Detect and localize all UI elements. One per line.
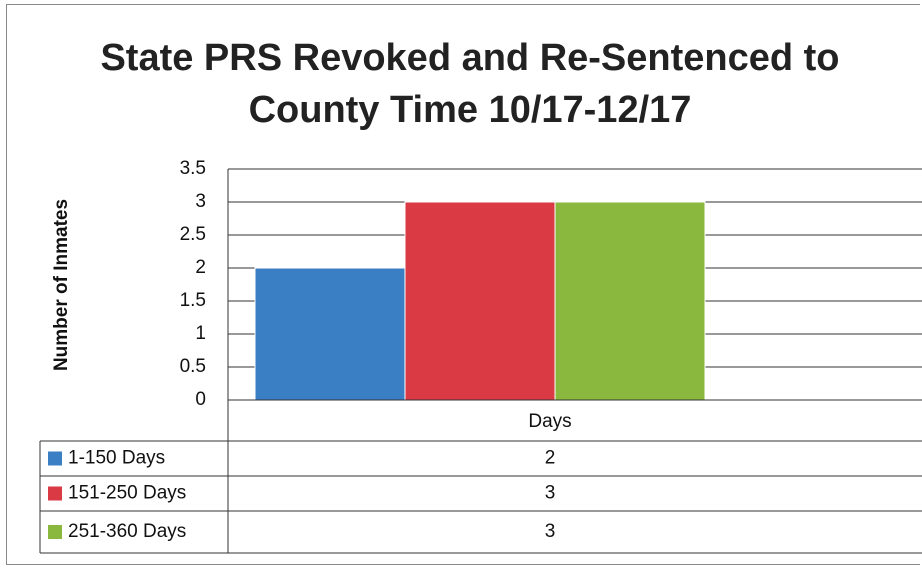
legend-label: 1-150 Days xyxy=(68,448,165,469)
y-tick-label: 1.5 xyxy=(180,290,206,311)
chart-frame xyxy=(6,4,920,565)
y-tick-label: 3 xyxy=(195,191,206,212)
legend-swatch xyxy=(48,525,62,539)
chart-title: State PRS Revoked and Re-Sentenced to Co… xyxy=(100,37,840,131)
y-tick-label: 1 xyxy=(195,323,206,344)
table-value: 2 xyxy=(545,448,556,469)
y-axis-label: Number of Inmates xyxy=(51,199,72,371)
legend-swatch xyxy=(48,451,62,466)
legend-label: 151-250 Days xyxy=(68,483,186,504)
y-tick-label: 2.5 xyxy=(180,224,206,245)
legend-label: 251-360 Days xyxy=(68,521,186,542)
y-tick-label: 3.5 xyxy=(180,158,206,179)
legend-swatch xyxy=(48,486,62,501)
table-value: 3 xyxy=(545,483,556,504)
bar xyxy=(404,201,556,401)
y-tick-label: 0.5 xyxy=(180,356,206,377)
y-tick-label: 0 xyxy=(195,389,206,410)
x-tick-label: Days xyxy=(528,411,571,432)
y-tick-label: 2 xyxy=(195,257,206,278)
table-value: 3 xyxy=(545,521,556,542)
bar xyxy=(554,201,706,401)
bar xyxy=(254,267,406,401)
